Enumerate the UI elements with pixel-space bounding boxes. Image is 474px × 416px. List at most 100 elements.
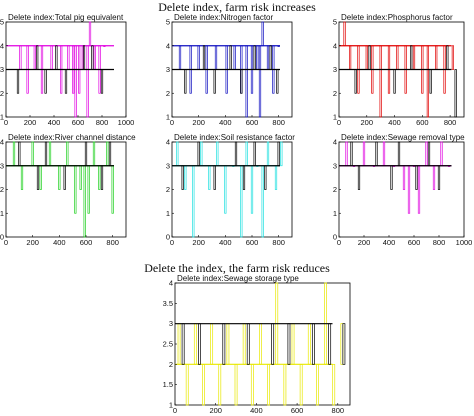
series-2 bbox=[339, 141, 452, 190]
data-spike bbox=[91, 45, 94, 70]
data-spike bbox=[280, 141, 283, 167]
chart-title: Delete index:Sewage storage type bbox=[177, 274, 299, 283]
data-spike bbox=[350, 141, 353, 167]
chart-title: Delete index:Nitrogen factor bbox=[174, 13, 274, 22]
y-tick-label: 2 bbox=[169, 360, 173, 369]
chart-title: Delete index:Soil resistance factor bbox=[174, 133, 295, 142]
plot-area bbox=[171, 141, 293, 238]
plot-area bbox=[338, 141, 465, 238]
chart-title: Delete index:Total pig equivalent bbox=[8, 13, 124, 22]
chart-title: Delete index:Sewage removal type bbox=[341, 133, 465, 142]
data-spike bbox=[36, 45, 39, 70]
data-spike bbox=[88, 21, 92, 47]
data-spike bbox=[379, 45, 382, 118]
heading-bottom: Delete the index, the farm risk reduces bbox=[144, 261, 330, 275]
data-spike bbox=[354, 69, 357, 94]
x-tick-label: 200 bbox=[26, 238, 39, 247]
data-spike bbox=[74, 45, 77, 118]
y-tick-label: 4 bbox=[333, 138, 337, 147]
x-tick-label: 0 bbox=[337, 118, 341, 127]
y-tick-label: 3.5 bbox=[163, 299, 173, 308]
x-tick-label: 800 bbox=[106, 238, 119, 247]
data-spike bbox=[283, 363, 287, 406]
y-tick-label: 5 bbox=[0, 18, 4, 27]
data-spike bbox=[55, 45, 58, 70]
data-spike bbox=[181, 323, 185, 365]
data-spike bbox=[64, 69, 68, 94]
data-spike bbox=[202, 363, 205, 406]
y-tick-label: 1 bbox=[169, 401, 173, 410]
data-spike bbox=[343, 21, 346, 47]
x-tick-label: 600 bbox=[246, 118, 259, 127]
y-tick-label: 2 bbox=[0, 89, 4, 98]
x-tick-label: 600 bbox=[80, 238, 93, 247]
data-spike bbox=[197, 141, 200, 167]
x-tick-label: 200 bbox=[358, 238, 371, 247]
data-spike bbox=[246, 323, 250, 365]
data-spike bbox=[277, 45, 280, 47]
data-spike bbox=[368, 45, 371, 70]
data-spike bbox=[410, 45, 413, 70]
data-spike bbox=[267, 363, 271, 406]
data-spike bbox=[415, 165, 418, 190]
y-tick-label: 4 bbox=[0, 41, 4, 50]
x-tick-label: 800 bbox=[444, 118, 457, 127]
x-tick-label: 400 bbox=[48, 118, 61, 127]
series-2 bbox=[6, 45, 114, 94]
data-spike bbox=[261, 21, 264, 47]
x-tick-label: 400 bbox=[250, 406, 263, 415]
data-spike bbox=[234, 363, 238, 406]
x-tick-label: 200 bbox=[192, 118, 205, 127]
x-tick-label: 800 bbox=[332, 406, 345, 415]
series-2 bbox=[339, 45, 457, 118]
y-tick-label: 1 bbox=[333, 113, 337, 122]
data-spike bbox=[332, 363, 336, 406]
data-spike bbox=[269, 45, 272, 70]
y-tick-label: 4 bbox=[166, 138, 170, 147]
data-spike bbox=[427, 141, 431, 167]
y-tick-label: 3 bbox=[333, 65, 337, 74]
y-tick-label: 4 bbox=[166, 41, 170, 50]
data-spike bbox=[44, 141, 48, 167]
data-spike bbox=[240, 69, 243, 94]
data-spike bbox=[357, 165, 361, 190]
data-spike bbox=[250, 363, 254, 406]
data-spike bbox=[390, 165, 393, 190]
x-tick-label: 600 bbox=[246, 238, 259, 247]
data-spike bbox=[100, 69, 104, 94]
data-spike bbox=[311, 323, 315, 365]
data-spike bbox=[44, 69, 47, 94]
y-tick-label: 1 bbox=[166, 209, 170, 218]
data-spike bbox=[218, 363, 222, 406]
y-tick-label: 2 bbox=[0, 185, 4, 194]
y-tick-label: 2 bbox=[166, 185, 170, 194]
x-tick-label: 600 bbox=[291, 406, 304, 415]
data-spike bbox=[393, 69, 396, 94]
y-tick-label: 3 bbox=[166, 161, 170, 170]
data-spike bbox=[213, 165, 216, 190]
x-tick-label: 0 bbox=[4, 238, 8, 247]
data-spike bbox=[271, 323, 275, 365]
heading-top: Delete index, farm risk increases bbox=[158, 0, 316, 14]
chart-panel-5: Delete index:Soil resistance factor 0 200 4… bbox=[166, 133, 295, 247]
data-spike bbox=[198, 323, 201, 365]
data-spike bbox=[222, 323, 226, 365]
x-tick-label: 600 bbox=[72, 118, 85, 127]
y-tick-label: 2 bbox=[333, 185, 337, 194]
x-tick-label: 200 bbox=[209, 406, 222, 415]
data-spike bbox=[446, 45, 449, 70]
y-tick-label: 4 bbox=[169, 279, 173, 288]
data-spike bbox=[258, 45, 262, 118]
y-tick-label: 2.5 bbox=[163, 340, 173, 349]
y-tick-label: 0 bbox=[166, 233, 170, 242]
y-tick-label: 1 bbox=[0, 113, 4, 122]
data-spike bbox=[245, 45, 248, 118]
data-spike bbox=[16, 69, 20, 94]
y-tick-label: 5 bbox=[166, 18, 170, 27]
y-tick-label: 3 bbox=[166, 65, 170, 74]
x-tick-label: 1000 bbox=[456, 238, 473, 247]
x-tick-label: 400 bbox=[53, 238, 66, 247]
x-tick-label: 400 bbox=[388, 118, 401, 127]
data-spike bbox=[253, 141, 256, 167]
